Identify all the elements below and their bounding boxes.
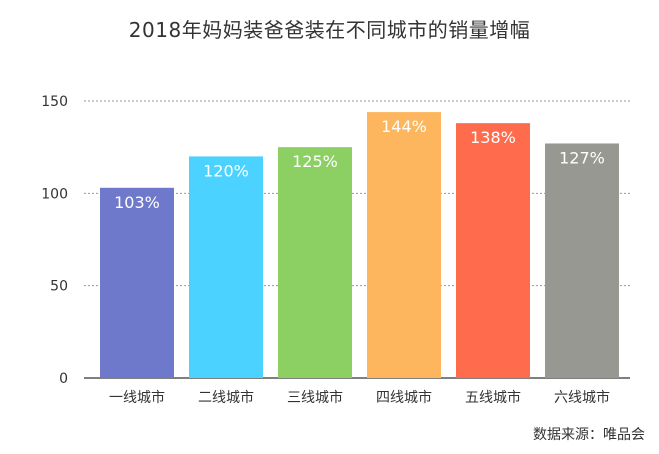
- x-tick-label: 二线城市: [198, 389, 254, 406]
- bar: [189, 156, 263, 378]
- gridlines: [84, 100, 630, 379]
- y-axis-ticks: 0 50 100 150: [41, 94, 68, 387]
- x-tick-label: 五线城市: [465, 389, 521, 406]
- bar: [100, 187, 174, 378]
- data-label: 127%: [559, 148, 605, 167]
- x-tick-label: 三线城市: [287, 389, 343, 406]
- y-tick-label: 100: [41, 186, 68, 202]
- bar: [278, 147, 352, 378]
- bar: [545, 143, 619, 378]
- data-label: 138%: [470, 128, 516, 147]
- chart-title: 2018年妈妈装爸爸装在不同城市的销量增幅: [128, 18, 531, 42]
- y-tick-label: 150: [41, 94, 68, 110]
- y-tick-label: 50: [50, 279, 68, 295]
- x-tick-label: 六线城市: [554, 389, 610, 406]
- data-label: 120%: [203, 161, 249, 180]
- data-label: 125%: [292, 152, 338, 171]
- bars: [100, 112, 619, 378]
- x-tick-label: 四线城市: [376, 389, 432, 406]
- data-label: 144%: [381, 117, 427, 136]
- x-tick-label: 一线城市: [109, 389, 165, 406]
- x-axis-ticks: 一线城市 二线城市 三线城市 四线城市 五线城市 六线城市: [109, 389, 610, 406]
- y-tick-label: 0: [59, 371, 68, 387]
- data-label: 103%: [114, 193, 160, 212]
- bar: [367, 112, 441, 378]
- data-labels: 103% 120% 125% 144% 138% 127%: [114, 117, 605, 212]
- source-note: 数据来源：唯品会: [533, 427, 645, 443]
- bar: [456, 123, 530, 378]
